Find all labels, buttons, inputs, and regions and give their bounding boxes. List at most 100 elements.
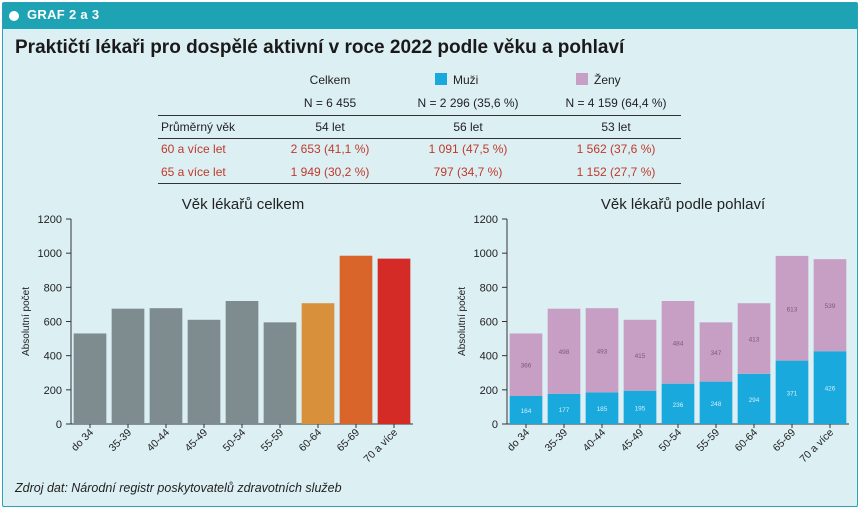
bar-value-label: 426 — [825, 386, 836, 393]
cell-60-plus-total: 2 653 (41,1 %) — [290, 142, 370, 156]
row-label-65-plus: 65 a více let — [161, 165, 226, 179]
bar-male — [623, 390, 657, 424]
y-tick-label: 800 — [44, 282, 62, 294]
cell-65-plus-male: 797 (34,7 %) — [433, 165, 503, 179]
figure-tag-bar: GRAF 2 a 3 — [3, 3, 857, 29]
bar-female — [509, 333, 543, 396]
y-tick-label: 400 — [480, 351, 498, 363]
row-label-avg-age: Průměrný věk — [161, 120, 236, 134]
bar — [149, 308, 183, 424]
bar — [225, 301, 259, 424]
table-rule — [158, 183, 681, 184]
bar-value-label: 493 — [597, 348, 608, 355]
bar-value-label: 177 — [559, 407, 570, 414]
x-tick-label: 45-49 — [183, 427, 211, 455]
col-header-total: Celkem — [309, 73, 351, 87]
bar — [73, 333, 107, 424]
bar-female — [623, 319, 657, 391]
cell-avg-age-male: 56 let — [453, 120, 483, 134]
bar-female — [737, 303, 771, 374]
x-tick-label: 60-64 — [297, 427, 325, 455]
bar-male — [547, 393, 581, 424]
y-tick-label: 1200 — [474, 214, 498, 226]
bar — [377, 258, 411, 424]
table-rule — [158, 138, 681, 139]
x-tick-label: 55-59 — [695, 427, 723, 455]
col-n-female: N = 4 159 (64,4 %) — [565, 96, 667, 110]
data-source: Zdroj dat: Národní registr poskytovatelů… — [15, 481, 342, 495]
x-tick-label: 70 a více — [361, 427, 400, 466]
legend-female-swatch — [576, 73, 588, 85]
col-n-total: N = 6 455 — [303, 96, 357, 110]
y-tick-label: 200 — [480, 385, 498, 397]
chart-total: 0 200 400 600 800 1000 1200 Absolutní počet do 3… — [21, 214, 413, 466]
x-tick-label: 35-39 — [107, 427, 135, 455]
legend-male-swatch — [435, 73, 447, 85]
cell-60-plus-female: 1 562 (37,6 %) — [576, 142, 656, 156]
x-tick-label: 60-64 — [733, 427, 761, 455]
bar-female — [813, 259, 847, 352]
x-tick-label: 65-69 — [335, 427, 363, 455]
y-tick-label: 0 — [492, 419, 498, 431]
bar-female — [699, 322, 733, 382]
x-tick-label: 50-54 — [657, 427, 685, 455]
figure-title: Praktičtí lékaři pro dospělé aktivní v r… — [15, 37, 625, 58]
bar-male — [813, 351, 847, 424]
y-tick-label: 800 — [480, 282, 498, 294]
bar-male — [661, 383, 695, 424]
bar-value-label: 185 — [597, 406, 608, 413]
bar-value-label: 366 — [521, 363, 532, 370]
y-tick-label: 400 — [44, 351, 62, 363]
cell-65-plus-female: 1 152 (27,7 %) — [576, 165, 656, 179]
y-tick-label: 1000 — [38, 248, 62, 260]
bar-female — [661, 301, 695, 384]
bar-value-label: 248 — [711, 401, 722, 408]
bar-female — [775, 255, 809, 361]
col-header-female: Ženy — [594, 73, 621, 87]
x-tick-label: 65-69 — [771, 427, 799, 455]
bar-value-label: 294 — [749, 397, 760, 404]
x-tick-label: 40-44 — [145, 427, 173, 455]
bar — [263, 322, 297, 424]
bar-value-label: 484 — [673, 340, 684, 347]
bar-male — [699, 381, 733, 424]
bar-value-label: 413 — [749, 336, 760, 343]
x-tick-label: 40-44 — [581, 427, 609, 455]
x-tick-label: do 34 — [69, 427, 96, 454]
bar — [187, 319, 221, 424]
cell-65-plus-total: 1 949 (30,2 %) — [290, 165, 370, 179]
bar-male — [737, 373, 771, 424]
col-header-male: Muži — [453, 73, 479, 87]
chart-by-sex: 0 200 400 600 800 1000 1200 Absolutní počet 164 3… — [457, 214, 849, 465]
y-tick-label: 600 — [44, 317, 62, 329]
tag-bullet-icon — [9, 11, 19, 21]
bar-female — [547, 308, 581, 394]
y-tick-label: 1200 — [38, 214, 62, 226]
cell-60-plus-male: 1 091 (47,5 %) — [428, 142, 508, 156]
col-n-male: N = 2 296 (35,6 %) — [417, 96, 519, 110]
chart-title-by-sex: Věk lékařů podle pohlaví — [600, 196, 766, 213]
bar-value-label: 195 — [635, 405, 646, 412]
y-tick-label: 0 — [56, 419, 62, 431]
bar-male — [585, 392, 619, 424]
bar-value-label: 415 — [635, 353, 646, 360]
bar-value-label: 236 — [673, 402, 684, 409]
bar-female — [585, 308, 619, 393]
bar-value-label: 371 — [787, 390, 798, 397]
bar-value-label: 613 — [787, 306, 798, 313]
bar-value-label: 539 — [825, 303, 836, 310]
x-tick-label: do 34 — [505, 427, 532, 454]
row-label-60-plus: 60 a více let — [161, 142, 226, 156]
bar — [111, 308, 145, 424]
x-tick-label: 45-49 — [619, 427, 647, 455]
bar — [339, 255, 373, 424]
bar-value-label: 347 — [711, 350, 722, 357]
x-tick-label: 50-54 — [221, 427, 249, 455]
y-tick-label: 1000 — [474, 248, 498, 260]
cell-avg-age-female: 53 let — [601, 120, 631, 134]
bar-male — [775, 360, 809, 424]
x-tick-label: 55-59 — [259, 427, 287, 455]
bar-value-label: 164 — [521, 408, 532, 415]
y-axis-label: Absolutní počet — [21, 287, 32, 356]
